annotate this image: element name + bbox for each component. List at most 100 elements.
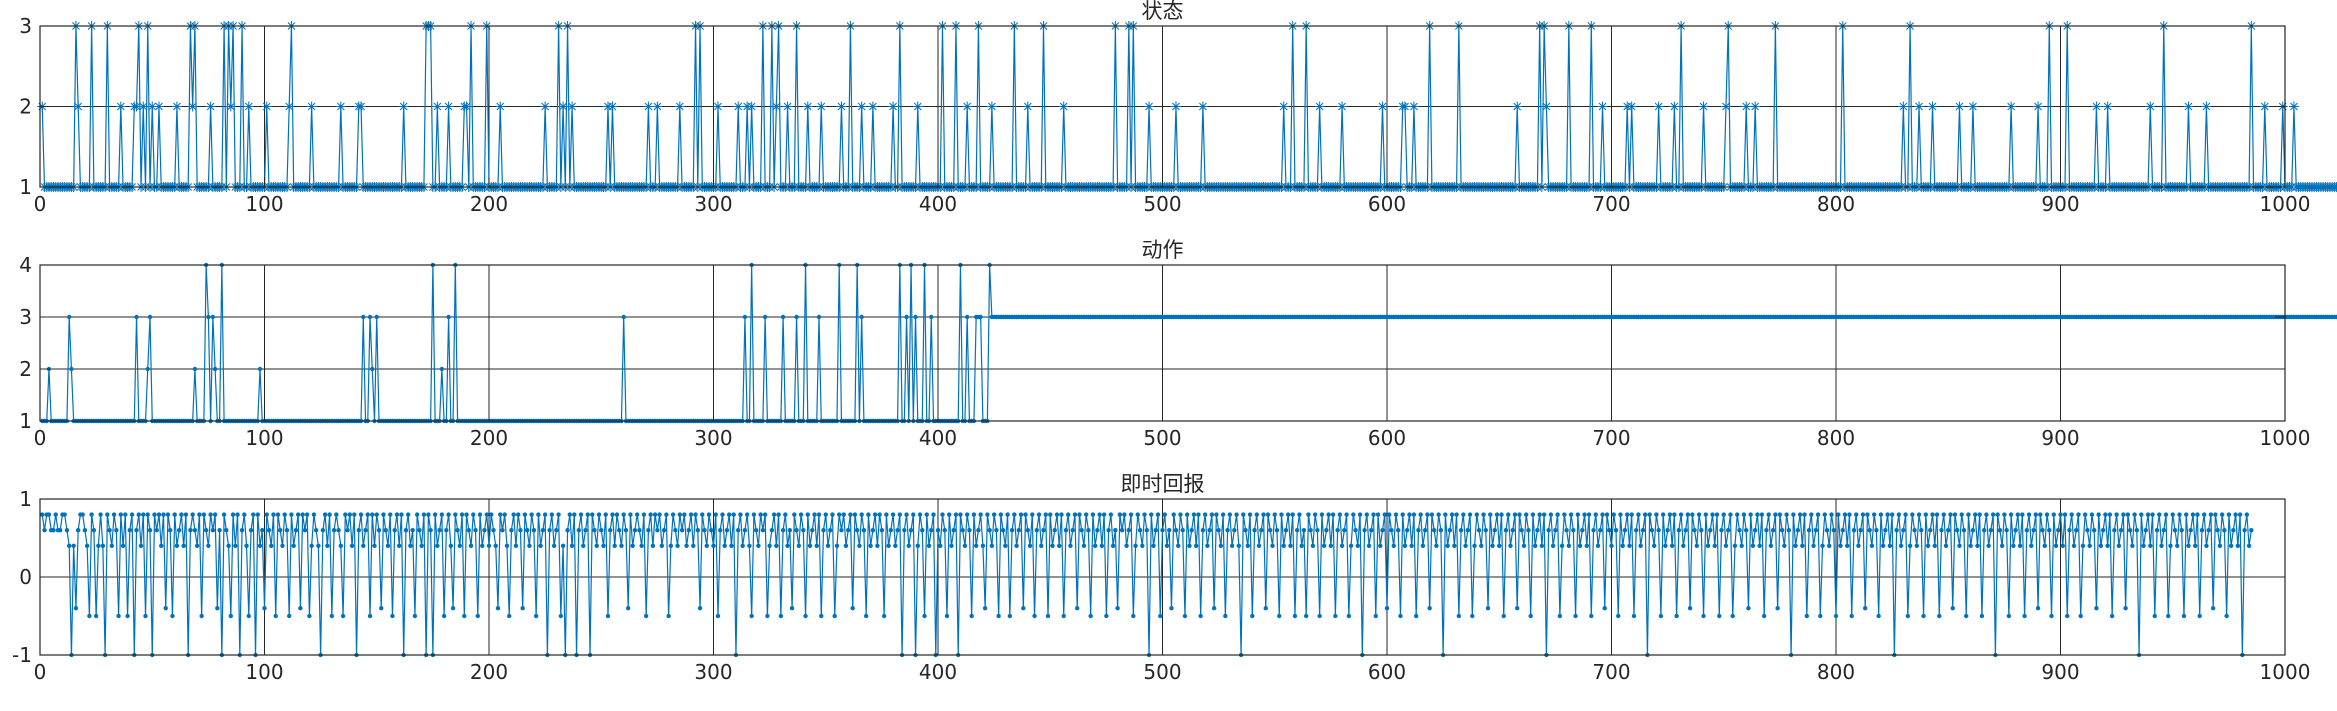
data-point-marker: [572, 512, 577, 517]
data-point-marker: [2188, 528, 2193, 533]
data-point-marker: [181, 543, 186, 548]
data-point-marker: [2091, 101, 2102, 112]
data-point-marker: [1735, 512, 1740, 517]
data-point-marker: [2004, 528, 2009, 533]
data-point-marker: [397, 543, 402, 548]
x-tick-label: 500: [1143, 426, 1181, 450]
data-point-marker: [1696, 512, 1702, 517]
data-point-marker: [1149, 512, 1154, 517]
data-point-marker: [1099, 543, 1105, 548]
data-point-marker: [1889, 512, 1895, 517]
data-point-marker: [111, 512, 117, 517]
data-point-marker: [1278, 101, 1289, 112]
data-point-marker: [1391, 543, 1396, 548]
data-point-marker: [1739, 543, 1744, 548]
data-point-marker: [383, 528, 388, 533]
data-point-marker: [713, 512, 718, 517]
data-point-marker: [1009, 528, 1015, 533]
data-point-marker: [1777, 512, 1783, 517]
data-point-marker: [1339, 543, 1345, 548]
data-point-marker: [1898, 543, 1904, 548]
data-point-marker: [1059, 512, 1064, 517]
data-point-marker: [1182, 613, 1188, 619]
data-point-marker: [1142, 512, 1147, 517]
data-point-marker: [2020, 512, 2025, 517]
x-tick-label: 100: [245, 192, 283, 216]
data-point-marker: [2013, 528, 2018, 533]
data-point-marker: [1943, 543, 1949, 548]
data-point-marker: [390, 613, 395, 619]
data-point-marker: [262, 606, 267, 611]
data-point-marker: [1896, 512, 1902, 517]
data-point-marker: [857, 543, 862, 548]
data-point-marker: [1409, 543, 1414, 548]
data-point-marker: [2177, 512, 2182, 517]
data-point-marker: [1912, 528, 1917, 533]
data-point-marker: [2166, 613, 2171, 619]
data-point-marker: [1396, 528, 1401, 533]
data-point-marker: [1649, 528, 1655, 533]
data-point-marker: [2069, 512, 2074, 517]
data-point-marker: [709, 528, 714, 533]
data-point-marker: [976, 528, 981, 533]
data-point-marker: [1802, 512, 1807, 517]
data-point-marker: [504, 543, 510, 548]
data-point-marker: [724, 528, 730, 533]
data-point-marker: [2235, 543, 2241, 548]
data-point-marker: [859, 512, 864, 517]
data-point-marker: [922, 613, 927, 619]
subplot-action: 动作 0 100 200 300 400 500 600 700 800 900 1000 1 2 3 4: [19, 238, 2337, 450]
data-point-marker: [246, 613, 251, 619]
data-point-marker: [1277, 613, 1282, 619]
data-point-marker: [190, 512, 195, 517]
data-point-marker: [2244, 512, 2250, 517]
data-point-marker: [1319, 512, 1325, 517]
data-point-marker: [1571, 528, 1576, 533]
data-point-marker: [783, 512, 788, 517]
data-point-marker: [729, 543, 734, 548]
data-point-marker: [1288, 543, 1293, 548]
data-point-marker: [1101, 512, 1107, 517]
data-point-marker: [1438, 528, 1444, 533]
data-point-marker: [426, 512, 431, 517]
data-point-marker: [1656, 528, 1661, 533]
data-point-marker: [693, 512, 698, 517]
data-point-marker: [823, 512, 828, 517]
data-point-marker: [1779, 528, 1785, 533]
data-point-marker: [1984, 512, 1989, 517]
data-point-marker: [248, 528, 254, 533]
data-point-marker: [176, 528, 182, 533]
data-point-marker: [1456, 613, 1462, 619]
x-tick-label: 700: [1592, 192, 1630, 216]
data-point-marker: [2065, 613, 2070, 619]
data-point-marker: [73, 606, 79, 611]
data-point-marker: [2105, 543, 2110, 548]
data-point-marker: [1818, 613, 1823, 619]
data-point-marker: [947, 512, 952, 517]
data-point-marker: [367, 613, 373, 619]
data-point-marker: [419, 543, 424, 548]
data-point-marker: [1921, 613, 1926, 619]
data-point-marker: [1223, 613, 1228, 619]
data-point-marker: [782, 101, 793, 112]
data-point-marker: [792, 512, 797, 517]
data-point-marker: [1955, 528, 1960, 533]
data-point-marker: [1732, 543, 1738, 548]
data-point-marker: [192, 528, 198, 533]
data-point-marker: [964, 314, 970, 320]
data-point-marker: [1759, 512, 1765, 517]
data-point-marker: [1126, 528, 1132, 533]
data-point-marker: [556, 512, 561, 517]
data-point-marker: [1961, 528, 1967, 533]
data-point-marker: [2053, 543, 2059, 548]
data-point-marker: [134, 314, 139, 320]
data-point-marker: [251, 512, 256, 517]
data-point-marker: [1454, 512, 1459, 517]
data-point-marker: [1483, 528, 1488, 533]
data-point-marker: [1523, 512, 1529, 517]
data-point-marker: [668, 543, 674, 548]
data-point-marker: [1158, 613, 1163, 619]
data-point-marker: [1380, 528, 1385, 533]
data-point-marker: [1117, 512, 1123, 517]
data-point-marker: [443, 101, 454, 112]
